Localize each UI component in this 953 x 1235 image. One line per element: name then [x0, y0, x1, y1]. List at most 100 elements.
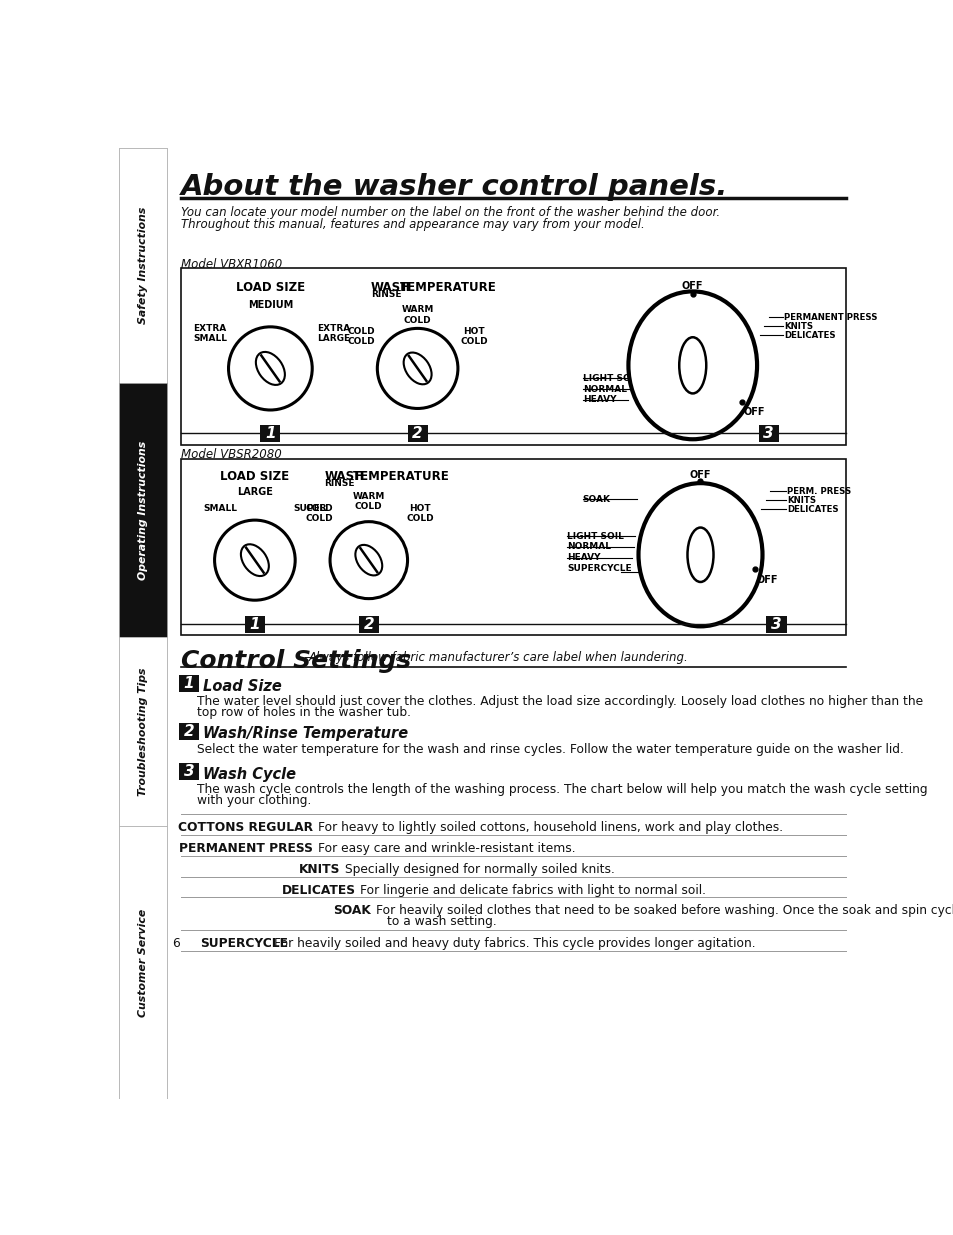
Text: NORMAL: NORMAL [582, 384, 626, 394]
Text: TEMPERATURE: TEMPERATURE [399, 280, 496, 294]
Text: OFF: OFF [756, 574, 777, 585]
Text: Model VBSR2080: Model VBSR2080 [181, 448, 282, 462]
Ellipse shape [403, 352, 431, 384]
Text: 3: 3 [762, 426, 773, 441]
Text: EXTRA
SMALL: EXTRA SMALL [193, 324, 227, 343]
Text: DELICATES: DELICATES [786, 505, 838, 515]
Text: Load Size: Load Size [203, 679, 281, 694]
Text: HEAVY: HEAVY [582, 395, 616, 404]
Text: About the washer control panels.: About the washer control panels. [181, 173, 728, 201]
Text: Throughout this manual, features and appearance may vary from your model.: Throughout this manual, features and app… [181, 217, 644, 231]
Text: KNITS: KNITS [783, 322, 813, 331]
Text: EXTRA
LARGE: EXTRA LARGE [317, 324, 350, 343]
Text: 2: 2 [184, 724, 194, 739]
Text: RINSE: RINSE [324, 479, 355, 488]
Bar [245, 616, 265, 634]
Text: SUPERCYCLE: SUPERCYCLE [200, 936, 289, 950]
Bar [260, 425, 280, 442]
Circle shape [214, 520, 294, 600]
Text: LOAD SIZE: LOAD SIZE [235, 280, 305, 294]
Text: For heavily soiled and heavy duty fabrics. This cycle provides longer agitation.: For heavily soiled and heavy duty fabric… [274, 936, 755, 950]
Text: For easy care and wrinkle-resistant items.: For easy care and wrinkle-resistant item… [317, 842, 575, 855]
Text: For heavily soiled clothes that need to be soaked before washing. Once the soak : For heavily soiled clothes that need to … [375, 904, 953, 918]
Bar [119, 637, 167, 826]
Text: SMALL: SMALL [203, 504, 236, 513]
Text: 6: 6 [172, 937, 179, 951]
Text: 1: 1 [184, 676, 194, 690]
Text: Select the water temperature for the wash and rinse cycles. Follow the water tem: Select the water temperature for the was… [196, 742, 902, 756]
Text: to a wash setting.: to a wash setting. [386, 915, 496, 929]
Text: top row of holes in the washer tub.: top row of holes in the washer tub. [196, 706, 411, 720]
Text: LIGHT SOIL: LIGHT SOIL [582, 374, 639, 383]
Ellipse shape [687, 527, 713, 582]
Bar [119, 148, 167, 383]
Text: LOAD SIZE: LOAD SIZE [220, 471, 289, 483]
Ellipse shape [628, 291, 757, 440]
Text: LARGE: LARGE [236, 487, 273, 496]
Text: Safety Instructions: Safety Instructions [138, 207, 148, 325]
Text: COLD
COLD: COLD COLD [305, 504, 333, 524]
Text: KNITS: KNITS [786, 496, 816, 505]
Bar [758, 425, 778, 442]
Text: HEAVY: HEAVY [567, 553, 600, 562]
Text: RINSE: RINSE [371, 290, 401, 299]
Text: HOT
COLD: HOT COLD [460, 327, 488, 346]
Circle shape [377, 329, 457, 409]
Circle shape [330, 521, 407, 599]
Ellipse shape [679, 337, 705, 394]
Text: Operating Instructions: Operating Instructions [138, 441, 148, 579]
Bar [181, 268, 845, 445]
Bar [181, 458, 845, 635]
Text: 3: 3 [770, 618, 781, 632]
Bar [179, 763, 199, 779]
Text: TEMPERATURE: TEMPERATURE [353, 471, 450, 483]
Ellipse shape [241, 545, 269, 576]
Text: KNITS: KNITS [298, 863, 340, 876]
Text: MEDIUM: MEDIUM [248, 300, 293, 310]
Text: SOAK: SOAK [333, 904, 371, 918]
Bar [179, 722, 199, 740]
Ellipse shape [638, 483, 761, 626]
Text: 2: 2 [412, 426, 422, 441]
Text: COTTONS REGULAR: COTTONS REGULAR [178, 821, 313, 834]
Text: Wash/Rinse Temperature: Wash/Rinse Temperature [203, 726, 408, 741]
Ellipse shape [355, 545, 382, 576]
Text: Control Settings: Control Settings [181, 648, 411, 673]
Text: Troubleshooting Tips: Troubleshooting Tips [138, 667, 148, 795]
Text: OFF: OFF [689, 471, 711, 480]
Circle shape [229, 327, 312, 410]
Text: 2: 2 [363, 618, 374, 632]
Text: WASH: WASH [324, 471, 364, 483]
Text: Customer Service: Customer Service [138, 909, 148, 1016]
Text: OFF: OFF [742, 406, 763, 417]
Text: 1: 1 [250, 618, 260, 632]
Text: with your clothing.: with your clothing. [196, 794, 311, 808]
Text: HOT
COLD: HOT COLD [406, 504, 434, 524]
Text: SUPERCYCLE: SUPERCYCLE [567, 564, 631, 573]
Text: COLD
COLD: COLD COLD [347, 327, 375, 346]
Text: DELICATES: DELICATES [783, 331, 835, 341]
Bar [119, 826, 167, 1099]
Text: —: — [303, 651, 315, 664]
Bar [179, 674, 199, 692]
Text: Model VBXR1060: Model VBXR1060 [181, 258, 282, 272]
Bar [119, 148, 167, 1099]
Text: OFF: OFF [681, 280, 702, 290]
Text: SOAK: SOAK [582, 495, 610, 504]
Text: You can locate your model number on the label on the front of the washer behind : You can locate your model number on the … [181, 206, 720, 219]
Text: The water level should just cover the clothes. Adjust the load size accordingly.: The water level should just cover the cl… [196, 695, 922, 708]
Text: PERMANENT PRESS: PERMANENT PRESS [783, 312, 877, 322]
Bar [765, 616, 785, 634]
Text: PERM. PRESS: PERM. PRESS [786, 487, 851, 496]
Bar [407, 425, 427, 442]
Text: Specially designed for normally soiled knits.: Specially designed for normally soiled k… [344, 863, 614, 876]
Ellipse shape [255, 352, 285, 385]
Text: PERMANENT PRESS: PERMANENT PRESS [179, 842, 313, 855]
Text: Always follow fabric manufacturer’s care label when laundering.: Always follow fabric manufacturer’s care… [309, 651, 688, 664]
Text: For lingerie and delicate fabrics with light to normal soil.: For lingerie and delicate fabrics with l… [360, 883, 705, 897]
Text: NORMAL: NORMAL [567, 542, 611, 552]
Text: DELICATES: DELICATES [281, 883, 355, 897]
Text: WARM
COLD: WARM COLD [353, 492, 385, 511]
Text: WASH: WASH [371, 280, 411, 294]
Text: The wash cycle controls the length of the washing process. The chart below will : The wash cycle controls the length of th… [196, 783, 926, 795]
